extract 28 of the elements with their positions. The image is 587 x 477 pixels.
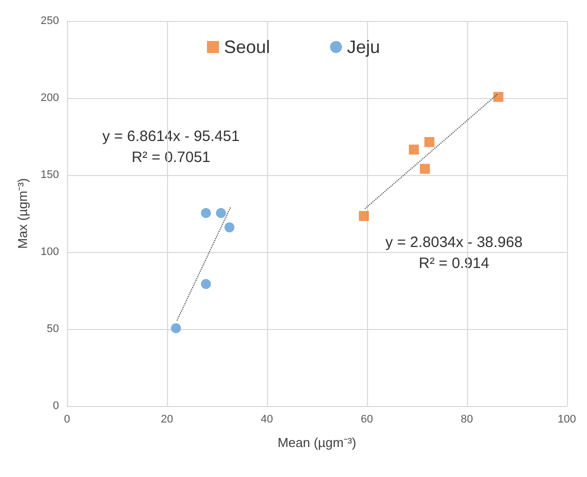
y-tick-label: 150 — [40, 169, 59, 181]
point — [216, 208, 226, 218]
point — [358, 210, 369, 221]
x-tick-label: 20 — [160, 414, 174, 426]
y-tick-label: 0 — [52, 400, 59, 412]
x-tick-label: 40 — [260, 414, 274, 426]
point — [408, 144, 419, 155]
x-tick-label: 0 — [64, 414, 70, 426]
point — [493, 92, 504, 102]
legend-label: Seoul — [224, 37, 270, 57]
point — [200, 279, 211, 290]
x-tick-label: 80 — [460, 414, 473, 426]
annotation: y = 2.8034x - 38.968 R² = 0.914 — [385, 234, 523, 272]
point — [170, 323, 181, 334]
legend-label: Jeju — [347, 37, 380, 57]
y-tick-label: 250 — [40, 15, 59, 27]
y-tick-label: 200 — [40, 92, 59, 104]
x-axis-title: Mean (µgm⁻³) — [278, 435, 356, 450]
x-tick-label: 100 — [558, 414, 576, 426]
point — [200, 208, 211, 218]
y-tick-label: 50 — [46, 323, 59, 335]
point — [424, 137, 434, 148]
annotation: y = 6.8614x - 95.451 R² = 0.7051 — [102, 128, 240, 166]
x-tick-label: 60 — [360, 414, 374, 426]
point — [420, 164, 430, 174]
point — [224, 222, 234, 232]
y-axis-title: Max (µgm⁻³) — [15, 178, 30, 249]
y-tick-label: 100 — [40, 246, 59, 258]
